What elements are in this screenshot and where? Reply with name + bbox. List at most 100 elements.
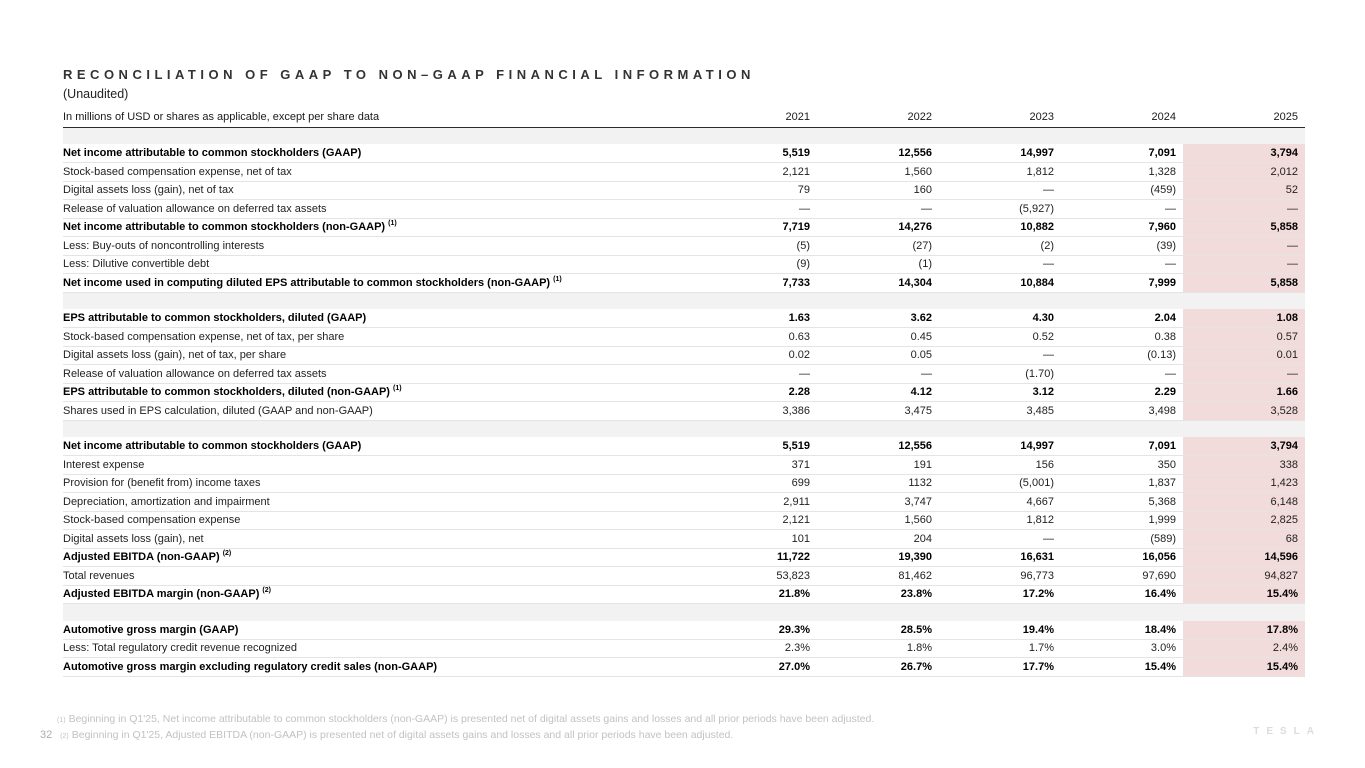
table-row: Adjusted EBITDA margin (non-GAAP) (2) 21.… xyxy=(63,585,1305,604)
cell-2024: — xyxy=(1061,199,1183,219)
cell-2024: 16.4% xyxy=(1061,585,1183,604)
year-header-2023: 2023 xyxy=(939,108,1061,128)
cell-2022: 1,560 xyxy=(817,162,939,182)
row-label: Shares used in EPS calculation, diluted … xyxy=(63,401,695,421)
row-label: Stock-based compensation expense, net of… xyxy=(63,327,695,347)
row-label: Interest expense xyxy=(63,455,695,475)
cell-2025: 1,423 xyxy=(1183,474,1305,493)
cell-2023: 10,882 xyxy=(939,218,1061,237)
cell-2025: 15.4% xyxy=(1183,657,1305,677)
cell-2021: 2,121 xyxy=(695,511,817,530)
cell-2024: 1,328 xyxy=(1061,162,1183,182)
row-label: Stock-based compensation expense, net of… xyxy=(63,162,695,182)
row-label: EPS attributable to common stockholders,… xyxy=(63,309,695,328)
cell-2023: 14,997 xyxy=(939,144,1061,163)
table-row: Digital assets loss (gain), net of tax, … xyxy=(63,346,1305,365)
cell-2025: — xyxy=(1183,364,1305,384)
cell-2025: 15.4% xyxy=(1183,585,1305,604)
cell-2022: 19,390 xyxy=(817,548,939,567)
cell-2025: 14,596 xyxy=(1183,548,1305,567)
cell-2021: 2.28 xyxy=(695,383,817,402)
row-label: Adjusted EBITDA margin (non-GAAP) (2) xyxy=(63,585,695,604)
cell-2023: (5,001) xyxy=(939,474,1061,493)
table-row: EPS attributable to common stockholders,… xyxy=(63,309,1305,328)
cell-2025: 17.8% xyxy=(1183,620,1305,640)
cell-2024: — xyxy=(1061,255,1183,274)
cell-2021: 699 xyxy=(695,474,817,493)
cell-2025: 2.4% xyxy=(1183,639,1305,658)
cell-2023: (1.70) xyxy=(939,364,1061,384)
cell-2022: 3.62 xyxy=(817,309,939,328)
cell-2022: 0.45 xyxy=(817,327,939,347)
cell-2025: 1.66 xyxy=(1183,383,1305,402)
table-row: Stock-based compensation expense, net of… xyxy=(63,327,1305,347)
cell-2024: — xyxy=(1061,364,1183,384)
row-label: Stock-based compensation expense xyxy=(63,511,695,530)
footnote-marker: (1) xyxy=(393,385,402,393)
footnote-2-text: Beginning in Q1'25, Adjusted EBITDA (non… xyxy=(71,728,734,741)
footnote-1-sup: (1) xyxy=(57,717,66,724)
row-label: Digital assets loss (gain), net of tax, … xyxy=(63,346,695,365)
cell-2025: 94,827 xyxy=(1183,566,1305,586)
table-row: Net income attributable to common stockh… xyxy=(63,144,1305,163)
cell-2021: 7,719 xyxy=(695,218,817,237)
cell-2021: 21.8% xyxy=(695,585,817,604)
spacer-band-cell xyxy=(63,420,1305,437)
cell-2023: — xyxy=(939,529,1061,549)
row-label: Less: Buy-outs of noncontrolling interes… xyxy=(63,236,695,256)
cell-2021: 3,386 xyxy=(695,401,817,421)
table-row: Net income used in computing diluted EPS… xyxy=(63,273,1305,293)
footnote-marker: (2) xyxy=(262,587,271,595)
page-subtitle: (Unaudited) xyxy=(63,87,129,101)
cell-2025: 338 xyxy=(1183,455,1305,475)
row-label: Net income used in computing diluted EPS… xyxy=(63,273,695,293)
footnote-marker: (1) xyxy=(388,220,397,228)
cell-2025: 0.01 xyxy=(1183,346,1305,365)
cell-2023: 96,773 xyxy=(939,566,1061,586)
cell-2021: 7,733 xyxy=(695,273,817,293)
cell-2025: 3,528 xyxy=(1183,401,1305,421)
cell-2023: 19.4% xyxy=(939,620,1061,640)
cell-2024: 3.0% xyxy=(1061,639,1183,658)
footnotes: (1) Beginning in Q1'25, Net income attrib… xyxy=(40,712,874,743)
cell-2023: 17.7% xyxy=(939,657,1061,677)
cell-2021: 2.3% xyxy=(695,639,817,658)
year-header-2022: 2022 xyxy=(817,108,939,128)
cell-2024: 15.4% xyxy=(1061,657,1183,677)
cell-2023: 1.7% xyxy=(939,639,1061,658)
cell-2024: 2.29 xyxy=(1061,383,1183,402)
cell-2021: 29.3% xyxy=(695,620,817,640)
cell-2024: (459) xyxy=(1061,181,1183,200)
cell-2021: 1.63 xyxy=(695,309,817,328)
cell-2025: 6,148 xyxy=(1183,492,1305,512)
table-row: Automotive gross margin excluding regula… xyxy=(63,657,1305,677)
reconciliation-table: In millions of USD or shares as applicab… xyxy=(63,108,1305,677)
cell-2023: (2) xyxy=(939,236,1061,256)
spacer-band xyxy=(63,292,1305,309)
units-label: In millions of USD or shares as applicab… xyxy=(63,108,695,128)
footnote-1-text: Beginning in Q1'25, Net income attributa… xyxy=(68,713,875,725)
cell-2025: 2,825 xyxy=(1183,511,1305,530)
page-title: RECONCILIATION OF GAAP TO NON–GAAP FINAN… xyxy=(63,67,755,82)
cell-2021: 2,911 xyxy=(695,492,817,512)
cell-2022: 14,304 xyxy=(817,273,939,293)
cell-2023: 3,485 xyxy=(939,401,1061,421)
cell-2025: 3,794 xyxy=(1183,437,1305,456)
cell-2025: — xyxy=(1183,199,1305,219)
row-label: Depreciation, amortization and impairmen… xyxy=(63,492,695,512)
spacer-band xyxy=(63,420,1305,437)
cell-2025: 52 xyxy=(1183,181,1305,200)
cell-2022: 23.8% xyxy=(817,585,939,604)
cell-2025: — xyxy=(1183,255,1305,274)
cell-2023: 3.12 xyxy=(939,383,1061,402)
cell-2025: 0.57 xyxy=(1183,327,1305,347)
cell-2021: 79 xyxy=(695,181,817,200)
spacer-band-cell xyxy=(63,603,1305,621)
table-header-row: In millions of USD or shares as applicab… xyxy=(63,108,1305,128)
table-row: Stock-based compensation expense 2,121 1,5… xyxy=(63,511,1305,530)
cell-2023: 17.2% xyxy=(939,585,1061,604)
cell-2022: — xyxy=(817,364,939,384)
cell-2024: 350 xyxy=(1061,455,1183,475)
cell-2023: 1,812 xyxy=(939,162,1061,182)
